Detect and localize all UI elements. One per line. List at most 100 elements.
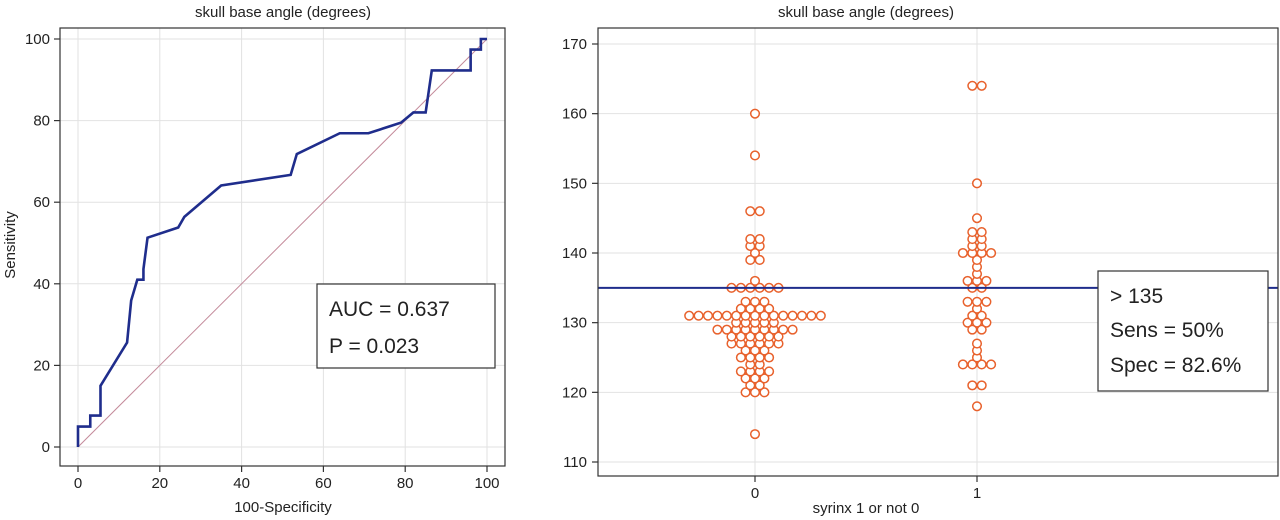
roc-curve-line bbox=[76, 37, 487, 447]
data-point bbox=[749, 429, 761, 440]
data-point bbox=[712, 310, 723, 321]
data-point bbox=[764, 366, 775, 377]
roc-p-value-label: P = 0.023 bbox=[329, 335, 419, 358]
roc-x-tick-label: 80 bbox=[397, 475, 414, 492]
data-point bbox=[764, 331, 775, 342]
sensitivity-label: Sens = 50% bbox=[1110, 319, 1224, 342]
data-point bbox=[976, 380, 987, 391]
dot-plot-y-tick-label: 110 bbox=[563, 454, 587, 471]
data-point bbox=[749, 373, 761, 384]
data-point bbox=[768, 310, 779, 321]
dot-plot-frame bbox=[597, 27, 1279, 477]
data-point bbox=[986, 359, 997, 370]
data-point bbox=[764, 303, 775, 314]
dot-plot-y-tick-label: 170 bbox=[562, 36, 587, 53]
data-point bbox=[967, 359, 978, 370]
data-point bbox=[721, 324, 732, 335]
data-point bbox=[759, 373, 770, 384]
dot-plot-axes: 110 120 130 140 150 160 170 0 1 bbox=[562, 36, 981, 502]
data-point bbox=[976, 80, 987, 91]
data-point bbox=[749, 247, 761, 259]
data-point bbox=[976, 359, 987, 370]
data-point bbox=[967, 324, 978, 335]
dot-plot-y-tick-label: 150 bbox=[562, 175, 587, 192]
data-point bbox=[778, 310, 789, 321]
roc-y-axis-label: Sensitivity bbox=[2, 211, 19, 279]
data-point bbox=[981, 275, 992, 286]
roc-y-tick-label: 20 bbox=[33, 357, 50, 374]
roc-x-tick-label: 20 bbox=[151, 475, 168, 492]
data-point bbox=[806, 310, 817, 321]
data-point bbox=[745, 234, 756, 245]
data-point bbox=[773, 331, 784, 342]
roc-y-tick-label: 60 bbox=[33, 194, 50, 211]
data-point bbox=[721, 310, 732, 321]
data-point bbox=[957, 247, 968, 259]
roc-axes: 0 20 40 60 80 100 0 20 40 60 80 100 bbox=[25, 31, 500, 492]
data-point bbox=[971, 296, 983, 307]
data-point bbox=[967, 310, 978, 321]
data-point bbox=[986, 247, 997, 259]
roc-x-tick-label: 40 bbox=[233, 475, 250, 492]
data-point bbox=[749, 310, 761, 321]
data-point bbox=[735, 303, 746, 314]
data-point bbox=[740, 345, 751, 356]
data-point bbox=[976, 227, 987, 238]
data-point bbox=[754, 254, 765, 266]
cutoff-value-label: > 135 bbox=[1110, 285, 1163, 308]
data-point bbox=[971, 178, 983, 189]
data-point bbox=[749, 296, 761, 307]
data-point bbox=[962, 317, 973, 328]
roc-gridlines bbox=[60, 28, 505, 466]
roc-x-tick-label: 0 bbox=[74, 475, 82, 492]
data-point bbox=[754, 380, 765, 391]
data-point bbox=[740, 296, 751, 307]
data-point bbox=[967, 80, 978, 91]
roc-plot-frame bbox=[59, 27, 506, 467]
roc-diagonal-reference-line bbox=[77, 38, 488, 448]
roc-y-tick-label: 40 bbox=[33, 276, 50, 293]
data-point bbox=[735, 331, 746, 342]
data-point bbox=[981, 317, 992, 328]
data-point bbox=[749, 150, 761, 161]
dot-plot-y-tick-label: 120 bbox=[562, 384, 587, 401]
dot-plot-y-tick-label: 140 bbox=[562, 245, 587, 262]
data-point bbox=[731, 310, 742, 321]
roc-chart-title: skull base angle (degrees) bbox=[195, 4, 371, 21]
data-point bbox=[754, 206, 765, 217]
roc-annotation-box bbox=[316, 283, 496, 369]
data-point bbox=[976, 324, 987, 335]
data-point bbox=[787, 310, 798, 321]
data-point bbox=[745, 352, 756, 363]
data-point bbox=[759, 296, 770, 307]
dot-plot-x-tick-label: 0 bbox=[751, 485, 759, 502]
data-point bbox=[749, 275, 761, 286]
data-point bbox=[749, 387, 761, 398]
roc-chart: skull base angle (degrees) 0 20 40 60 80 1000… bbox=[2, 4, 506, 516]
data-point bbox=[735, 352, 746, 363]
roc-x-axis-label: 100-Specificity bbox=[234, 499, 332, 516]
roc-y-tick-label: 80 bbox=[33, 113, 50, 130]
data-point bbox=[967, 227, 978, 238]
data-point bbox=[740, 373, 751, 384]
data-point bbox=[712, 324, 723, 335]
data-point bbox=[684, 310, 695, 321]
data-point bbox=[962, 275, 973, 286]
data-point bbox=[759, 387, 770, 398]
data-point bbox=[745, 206, 756, 217]
data-point bbox=[754, 331, 765, 342]
data-point bbox=[815, 310, 826, 321]
dot-plot-x-tick-label: 1 bbox=[973, 485, 981, 502]
data-point bbox=[778, 324, 789, 335]
data-point bbox=[754, 303, 765, 314]
dot-plot-chart: skull base angle (degrees) 1101201301401… bbox=[562, 4, 1279, 517]
data-point bbox=[749, 345, 761, 356]
data-point bbox=[971, 213, 983, 224]
roc-x-tick-label: 60 bbox=[315, 475, 332, 492]
roc-auc-label: AUC = 0.637 bbox=[329, 298, 450, 321]
data-point bbox=[971, 401, 983, 412]
data-point bbox=[759, 310, 770, 321]
dot-plot-gridlines bbox=[598, 28, 1278, 476]
data-point bbox=[740, 387, 751, 398]
